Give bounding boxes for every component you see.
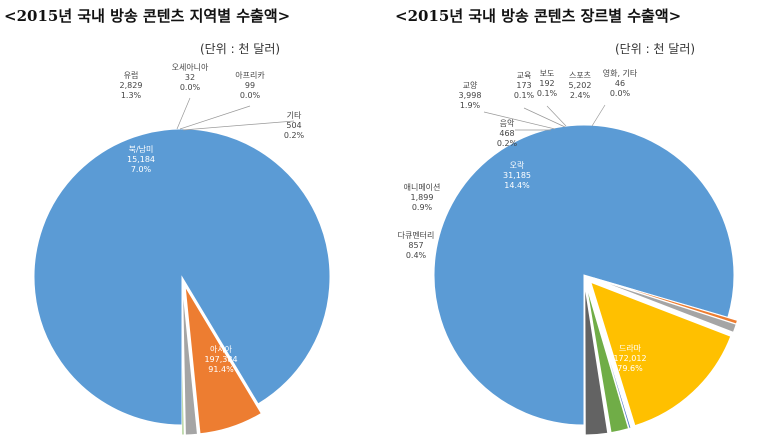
- pie-slice: [584, 284, 609, 436]
- slice-data-label: 오세아니아 32 0.0%: [172, 62, 209, 92]
- slice-data-label: 영화, 기타 46 0.0%: [603, 68, 638, 98]
- pie-slice: [590, 281, 732, 427]
- slice-data-label: 기타 504 0.2%: [284, 111, 305, 140]
- slice-data-label: 음악 468 0.2%: [497, 118, 518, 148]
- unit-label-region: (단위 : 천 달러): [200, 42, 281, 56]
- data-labels: 아시아 197,384 91.4% 북/남미 15,184 7.0% 유럽 2,829 1.3%…: [120, 62, 647, 374]
- pie-slice: [433, 124, 735, 426]
- slice-data-label: 다큐멘터리 857 0.4%: [398, 231, 435, 260]
- pie-slice: [181, 286, 185, 436]
- slice-data-label: 스포츠 5,202 2.4%: [569, 71, 592, 100]
- leader-line: [179, 105, 251, 130]
- leader-line: [591, 104, 606, 127]
- pie-slice: [593, 277, 737, 333]
- slice-data-label: 교양 3,998 1.9%: [459, 81, 482, 110]
- pie-slice: [585, 284, 630, 434]
- leader-line: [176, 97, 191, 130]
- unit-label-genre: (단위 : 천 달러): [615, 42, 696, 56]
- leader-line: [523, 107, 566, 128]
- pie-slice: [585, 284, 611, 434]
- slice-data-label: 보도 192 0.1%: [537, 69, 558, 98]
- pie-chart-genre: [433, 124, 739, 436]
- chart-title-genre: <2015년 국내 방송 콘텐츠 장르별 수출액>: [395, 7, 682, 25]
- leader-line: [182, 120, 295, 131]
- slice-data-label: 오락 31,185 14.4%: [503, 160, 531, 190]
- slice-data-label: 애니메이션 1,899 0.9%: [404, 182, 441, 212]
- slice-data-label: 유럽 2,829 1.3%: [120, 71, 143, 100]
- chart-title-region: <2015년 국내 방송 콘텐츠 지역별 수출액>: [4, 7, 291, 25]
- leader-line: [483, 111, 556, 130]
- pie-slice: [586, 284, 632, 430]
- pie-slice: [184, 286, 262, 435]
- slice-data-label: 교육 173 0.1%: [514, 71, 535, 100]
- slice-data-label: 드라마 172,012 79.6%: [613, 344, 646, 373]
- slice-data-label: 아시아 197,384 91.4%: [204, 344, 237, 374]
- slice-data-label: 아프리카 99 0.0%: [235, 70, 265, 100]
- pie-chart-region: [33, 128, 331, 436]
- pie-slice: [33, 128, 331, 426]
- leader-line: [546, 105, 567, 127]
- slice-data-label: 북/남미 15,184 7.0%: [127, 145, 155, 174]
